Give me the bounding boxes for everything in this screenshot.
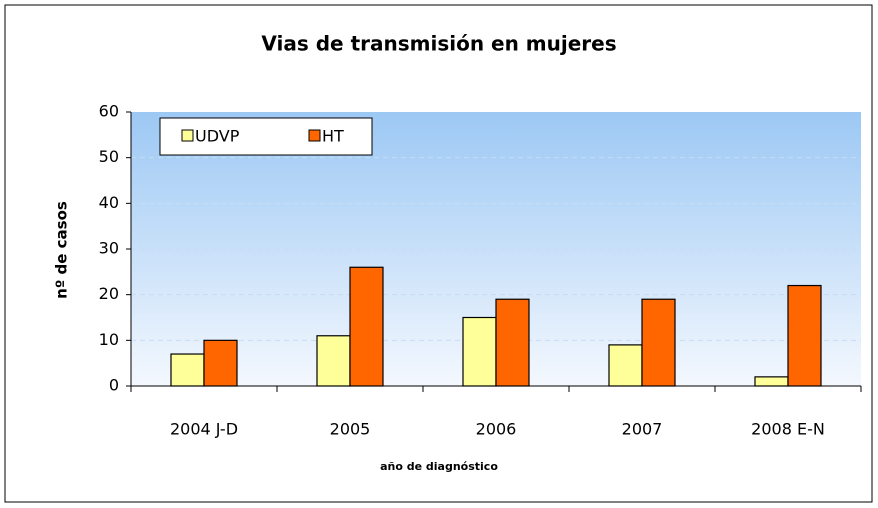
bar xyxy=(495,298,530,387)
legend-swatch xyxy=(181,129,194,142)
legend-box xyxy=(159,117,373,156)
bar xyxy=(349,266,384,387)
legend-label: UDVP xyxy=(195,127,240,146)
chart-title: Vias de transmisión en mujeres xyxy=(261,32,616,56)
y-tick-label: 40 xyxy=(99,193,119,212)
y-tick-label: 30 xyxy=(99,239,119,258)
y-tick-label: 0 xyxy=(109,376,119,395)
y-tick-label: 60 xyxy=(99,102,119,121)
bar xyxy=(641,298,676,387)
y-tick-label: 20 xyxy=(99,284,119,303)
bar xyxy=(203,339,238,387)
legend-label: HT xyxy=(322,127,344,146)
y-tick-label: 10 xyxy=(99,330,119,349)
x-tick-label: 2007 xyxy=(622,420,663,439)
x-tick-label: 2006 xyxy=(476,420,517,439)
y-tick-label: 50 xyxy=(99,147,119,166)
bar xyxy=(608,344,643,387)
legend-swatch xyxy=(308,129,321,142)
x-tick-label: 2005 xyxy=(330,420,371,439)
x-axis-label: año de diagnóstico xyxy=(380,460,498,473)
bar xyxy=(462,316,497,387)
bar xyxy=(787,284,822,387)
bar xyxy=(170,353,205,387)
y-axis-label: nº de casos xyxy=(53,201,71,299)
bar xyxy=(316,335,351,387)
x-tick-label: 2004 J-D xyxy=(170,420,238,439)
x-tick-label: 2008 E-N xyxy=(751,420,825,439)
bar xyxy=(754,376,789,387)
